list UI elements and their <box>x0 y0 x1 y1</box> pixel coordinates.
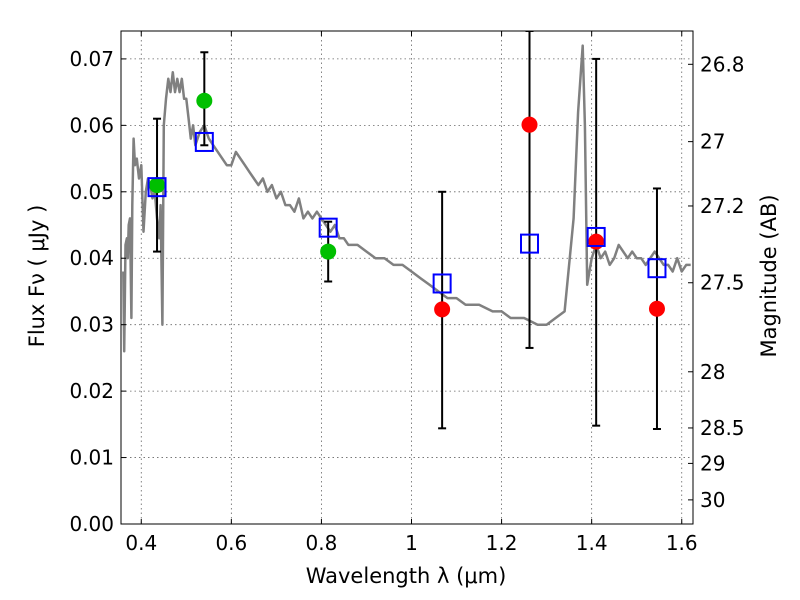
y2-tick-label: 27.2 <box>700 194 745 218</box>
x-tick-label: 1.2 <box>486 531 518 555</box>
model-square <box>586 226 606 247</box>
x-tick-label: 1 <box>405 531 418 555</box>
y-tick-label: 0.06 <box>69 113 114 137</box>
y-tick-label: 0.03 <box>69 313 114 337</box>
x-tick-label: 1.4 <box>576 531 608 555</box>
x-tick-label: 0.8 <box>306 531 338 555</box>
x-axis-label: Wavelength λ (μm) <box>306 564 507 588</box>
y-axis-label: Flux Fν ( μJy ) <box>25 205 49 348</box>
y2-tick-label: 30 <box>700 488 725 512</box>
y-tick-label: 0.04 <box>69 246 114 270</box>
y2-tick-label: 29 <box>700 451 725 475</box>
photometry-point-red <box>588 233 605 250</box>
model-square <box>194 131 214 152</box>
y2-tick-label: 27 <box>700 130 725 154</box>
model-square <box>318 217 338 238</box>
data-layer <box>122 31 691 430</box>
photometry-point-red <box>521 116 538 133</box>
photometry-point-red <box>434 301 451 318</box>
x-tick-label: 0.4 <box>125 531 157 555</box>
photometry-point-green <box>196 92 213 109</box>
plot-frame <box>120 30 694 525</box>
y-tick-label: 0.02 <box>69 379 114 403</box>
x-tick-label: 0.6 <box>215 531 247 555</box>
clipped-data <box>122 31 691 430</box>
y-tick-label: 0.07 <box>69 47 114 71</box>
tick-layer: 0.4 0.6 0.8 1 1.2 1.4 1.6 0.00 0.01 0.02 0.03 0.04 0… <box>69 31 745 555</box>
y2-tick-label: 26.8 <box>700 52 745 76</box>
model-square <box>520 233 540 254</box>
model-square <box>147 177 167 198</box>
x-tick-label: 1.6 <box>666 531 698 555</box>
y2-axis-label: Magnitude (AB) <box>757 194 781 357</box>
y2-tick-label: 27.5 <box>700 271 745 295</box>
y-tick-label: 0.00 <box>69 512 114 536</box>
model-square <box>647 258 667 279</box>
model-square <box>432 273 452 294</box>
y-tick-label: 0.05 <box>69 180 114 204</box>
y2-tick-label: 28.5 <box>700 416 745 440</box>
y2-tick-label: 28 <box>700 360 725 384</box>
photometry-point-red <box>648 300 665 317</box>
photometry-point-green <box>320 243 337 260</box>
photometry-point-green <box>149 177 166 194</box>
y-tick-label: 0.01 <box>69 446 114 470</box>
grid-layer <box>121 31 693 525</box>
